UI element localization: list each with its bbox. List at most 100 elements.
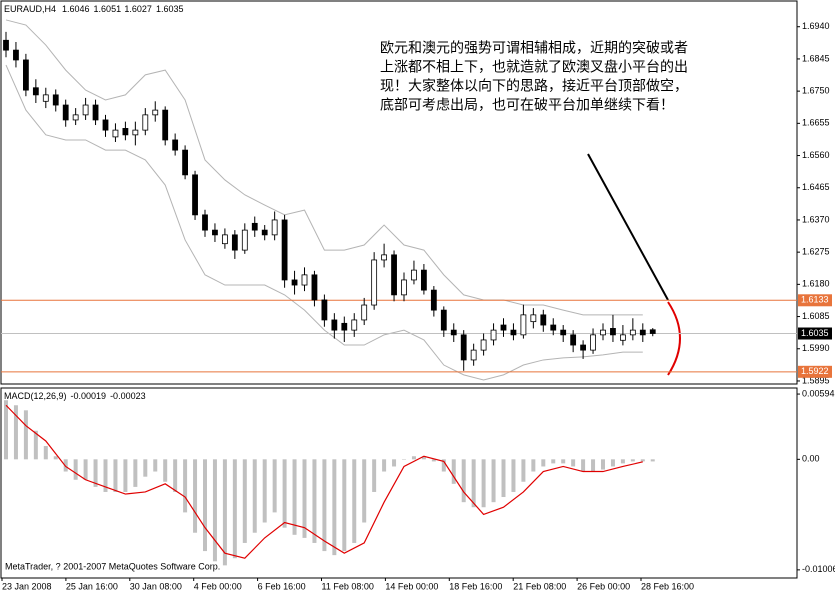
macd-bar: [53, 456, 58, 460]
macd-bar: [372, 459, 377, 492]
candle-body: [172, 139, 179, 151]
price-box: [798, 327, 832, 340]
x-tick-label: 25 Jan 16:00: [66, 581, 118, 591]
candle-body: [102, 119, 109, 131]
candle-body: [430, 289, 437, 311]
macd-bar: [571, 459, 576, 467]
candle-body: [13, 49, 19, 61]
y-tick-label: 1.6275: [802, 247, 830, 257]
level-label: 1.5922: [801, 366, 829, 376]
macd-bar: [282, 459, 287, 528]
macd-bar: [272, 459, 277, 513]
macd-bar: [312, 459, 317, 543]
candle-body: [92, 104, 99, 121]
x-tick-label: 11 Feb 08:00: [322, 581, 374, 591]
y-tick-label: 1.6180: [802, 279, 830, 289]
y-tick-label: 1.6940: [802, 21, 830, 31]
macd-bar: [551, 459, 556, 464]
macd-bar: [362, 459, 367, 523]
candle-body: [450, 329, 457, 336]
y-tick-label: 1.6085: [802, 311, 830, 321]
x-tick-label: 18 Feb 16:00: [449, 581, 502, 591]
macd-bar: [23, 410, 28, 460]
macd-bar: [262, 459, 267, 523]
macd-header: MACD(12,26,9) -0.00019 -0.00023: [4, 391, 146, 401]
macd-bar: [581, 459, 586, 472]
macd-bar: [93, 459, 98, 487]
trend-arrow: [587, 153, 669, 301]
y-tick-label: 1.5990: [802, 343, 830, 353]
candle-body: [411, 269, 417, 281]
price-label: 1.6035: [801, 328, 829, 338]
macd-bar: [451, 459, 456, 484]
y-tick-label: 0.00: [802, 454, 820, 464]
candle-body: [52, 94, 59, 106]
candle-body: [321, 299, 328, 321]
candle-body: [480, 339, 487, 351]
macd-bar: [461, 459, 466, 503]
bollinger-lower: [5, 64, 643, 381]
bollinger-upper: [5, 19, 643, 316]
candle-body: [560, 329, 567, 336]
y-tick-label: 1.6655: [802, 118, 830, 128]
macd-title: MACD(12,26,9): [4, 391, 67, 401]
macd-bar: [63, 459, 68, 472]
macd-bar: [421, 456, 426, 460]
candle-body: [341, 322, 348, 331]
candle-body: [440, 309, 447, 331]
candle-body: [231, 234, 238, 251]
macd-bar: [431, 459, 436, 462]
candle-body: [401, 279, 407, 296]
x-tick-label: 21 Feb 08:00: [513, 581, 566, 591]
y-tick-label: 1.6750: [802, 86, 830, 96]
macd-bar: [242, 459, 247, 543]
candle-body: [202, 214, 208, 231]
y-tick-label: 1.6845: [802, 53, 830, 63]
candle-body: [580, 344, 586, 351]
candle-body: [281, 219, 288, 281]
x-tick-label: 28 Feb 16:00: [641, 581, 694, 591]
macd-bar: [252, 459, 257, 533]
candle-body: [301, 274, 308, 286]
macd-bar: [212, 459, 217, 562]
macd-bar: [173, 459, 178, 492]
annotation: 欧元和澳元的强势可谓相辅相成，近期的突破或者: [380, 40, 688, 56]
candle-body: [639, 329, 646, 336]
macd-last: -0.00019: [71, 391, 107, 401]
macd-bar: [610, 459, 615, 467]
candle-body: [520, 314, 527, 336]
y-tick-label: 1.5895: [802, 375, 830, 385]
candle-body: [540, 314, 547, 326]
candle-body: [371, 259, 378, 306]
macd-bar: [193, 459, 198, 533]
candle-body: [192, 174, 198, 216]
candle-body: [32, 87, 39, 96]
y-tick-label: 1.6465: [802, 182, 830, 192]
level-box: [798, 365, 832, 378]
candle-body: [82, 104, 89, 116]
candle-body: [590, 334, 596, 351]
candle-body: [420, 269, 427, 291]
candle-body: [152, 109, 159, 116]
macd-bar: [402, 459, 406, 460]
macd-bar: [471, 459, 476, 508]
macd-bar: [650, 459, 655, 462]
macd-bar: [13, 405, 18, 460]
annotation: 上涨都不相上下，也就造就了欧澳叉盘小平台的出: [380, 59, 688, 75]
candle-body: [22, 59, 29, 91]
candle-body: [510, 329, 517, 336]
macd-bar: [73, 459, 78, 480]
macd-bar: [521, 459, 526, 482]
candle-body: [550, 324, 557, 331]
level-box: [798, 294, 832, 307]
macd-bar: [511, 459, 516, 492]
candle-body: [182, 149, 189, 176]
macd-bar: [222, 459, 227, 566]
macd-bar: [163, 459, 168, 482]
candle-body: [331, 319, 338, 331]
macd-bar: [203, 459, 207, 552]
macd-bar: [83, 459, 88, 480]
macd-bar: [501, 459, 506, 498]
signal-line: [5, 404, 643, 559]
